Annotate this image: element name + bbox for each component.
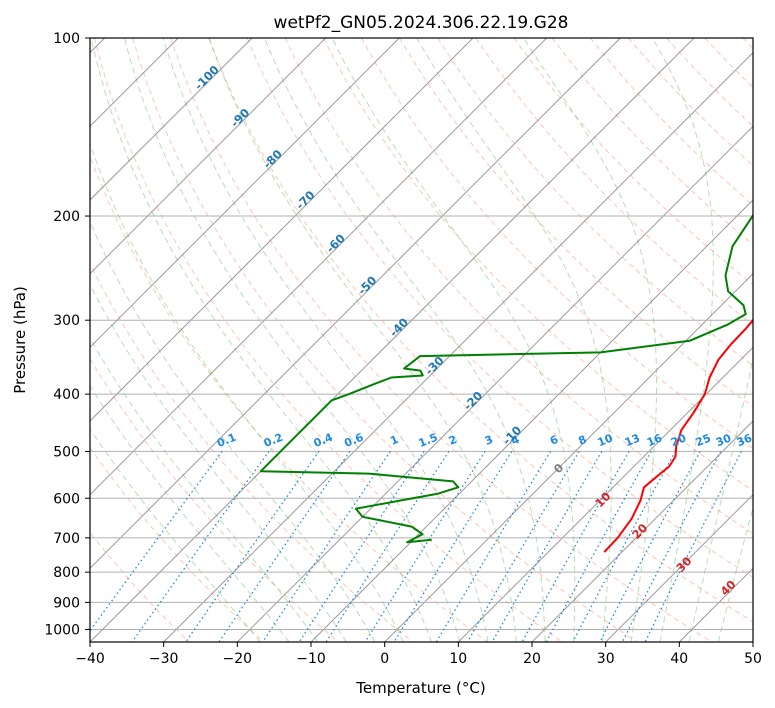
moist-adiabat-line bbox=[123, 38, 461, 642]
mixing-ratio-label: 25 bbox=[694, 431, 713, 449]
moist-adiabat-line bbox=[90, 428, 261, 642]
moist-adiabat-line bbox=[90, 142, 404, 642]
isotherm-line bbox=[90, 38, 474, 422]
moist-adiabat-line bbox=[162, 38, 489, 642]
mixing-ratio-label: 36 bbox=[735, 431, 754, 449]
isotherm-line bbox=[384, 272, 753, 642]
mixing-ratio-label: 8 bbox=[577, 433, 589, 448]
y-tick-label: 300 bbox=[53, 313, 80, 329]
dry-adiabat-line bbox=[132, 38, 638, 642]
mixing-ratio-line bbox=[521, 451, 630, 642]
mixing-ratio-line bbox=[90, 451, 223, 632]
moist-adiabat-line bbox=[416, 38, 612, 642]
isotherm-line bbox=[90, 38, 327, 275]
mixing-ratio-line bbox=[491, 451, 603, 642]
isotherm-line bbox=[90, 38, 621, 570]
mixing-ratio-label: 3 bbox=[483, 433, 495, 448]
dry-adiabat-line bbox=[94, 38, 563, 642]
dry-adiabat-line bbox=[513, 38, 753, 286]
x-tick-label: 50 bbox=[744, 651, 762, 667]
dry-adiabat-line bbox=[90, 446, 264, 642]
x-tick-label: −20 bbox=[223, 651, 253, 667]
isotherm-line bbox=[236, 125, 753, 642]
y-tick-label: 900 bbox=[53, 595, 80, 611]
dry-adiabat-line bbox=[361, 38, 753, 450]
mixing-ratio-label: 10 bbox=[596, 431, 615, 449]
x-tick-label: −40 bbox=[75, 651, 105, 667]
moist-adiabat-line bbox=[263, 38, 546, 642]
moist-adiabat-line bbox=[90, 38, 432, 642]
mixing-ratio-line bbox=[621, 451, 722, 642]
isotherm-line bbox=[90, 38, 695, 642]
moist-adiabat-line bbox=[90, 220, 376, 642]
y-axis-label: Pressure (hPa) bbox=[11, 286, 29, 394]
y-tick-label: 700 bbox=[53, 531, 80, 547]
moist-adiabat-line bbox=[208, 38, 517, 642]
mixing-ratio-label: 30 bbox=[714, 431, 733, 449]
x-tick-label: 10 bbox=[449, 651, 467, 667]
mixing-ratio-line bbox=[262, 451, 391, 642]
dry-adiabat-line bbox=[90, 262, 414, 642]
moist-adiabat-line bbox=[651, 38, 714, 642]
chart-title: wetPf2_GN05.2024.306.22.19.G28 bbox=[274, 13, 569, 33]
x-tick-label: 0 bbox=[380, 651, 389, 667]
moist-adiabat-line bbox=[90, 384, 290, 642]
dry-adiabat-line bbox=[90, 531, 190, 642]
dry-adiabat-line bbox=[437, 38, 753, 367]
x-tick-label: −10 bbox=[296, 651, 326, 667]
isotherm-line bbox=[457, 346, 753, 642]
mixing-ratio-label: 16 bbox=[645, 431, 664, 449]
data-series bbox=[259, 213, 753, 553]
mixing-ratio-label: 2 bbox=[447, 433, 459, 448]
dry-adiabat-line bbox=[399, 38, 753, 408]
mixing-ratio-label: 13 bbox=[623, 431, 642, 449]
mixing-ratio-label: 1 bbox=[388, 433, 400, 448]
isotherm-line bbox=[90, 38, 548, 496]
plot-frame bbox=[89, 37, 754, 643]
dewpoint-line bbox=[259, 213, 753, 544]
isotherm-line bbox=[531, 420, 753, 642]
x-tick-label: 40 bbox=[670, 651, 688, 667]
moist-adiabat-line bbox=[688, 356, 753, 642]
x-tick-label: −30 bbox=[149, 651, 179, 667]
x-tick-label: 20 bbox=[523, 651, 541, 667]
y-tick-label: 200 bbox=[53, 209, 80, 225]
mixing-ratio-line bbox=[572, 451, 677, 642]
dry-adiabat-line bbox=[208, 38, 753, 623]
mixing-ratio-line bbox=[644, 451, 743, 642]
y-tick-label: 1000 bbox=[44, 623, 80, 639]
moist-adiabat-line bbox=[522, 38, 658, 642]
y-tick-label: 500 bbox=[53, 444, 80, 460]
x-axis-label: Temperature (°C) bbox=[355, 679, 485, 697]
dry-adiabat-line bbox=[628, 38, 753, 167]
moist-adiabat-line bbox=[717, 506, 753, 642]
isotherm-line bbox=[163, 51, 753, 642]
mixing-ratio-line bbox=[599, 451, 701, 642]
y-tick-label: 100 bbox=[53, 31, 80, 47]
isotherm-line bbox=[90, 38, 253, 201]
temperature-line bbox=[603, 318, 753, 553]
mixing-ratio-line bbox=[545, 451, 652, 642]
mixing-ratio-line bbox=[325, 451, 450, 642]
y-tick-label: 400 bbox=[53, 387, 80, 403]
mixing-ratio-line bbox=[435, 451, 552, 642]
mixing-ratio-label: 20 bbox=[669, 431, 688, 449]
y-tick-label: 800 bbox=[53, 565, 80, 581]
axes: −40 −30 −20 −10 0 10 20 30 40 50 100 200 300 400 500 60… bbox=[44, 31, 762, 667]
y-tick-label: 600 bbox=[53, 491, 80, 507]
isotherm-line bbox=[90, 38, 400, 349]
dry-adiabat-line bbox=[170, 38, 712, 642]
mixing-ratio-line bbox=[218, 451, 351, 642]
dry-adiabat-line bbox=[589, 38, 753, 206]
isotherm-line bbox=[605, 493, 753, 642]
background-lines bbox=[90, 38, 753, 642]
dry-adiabat-line bbox=[475, 38, 753, 326]
mixing-ratio-line bbox=[466, 451, 580, 642]
dry-adiabat-line bbox=[246, 38, 753, 578]
moist-adiabat-line bbox=[90, 283, 347, 642]
x-tick-label: 30 bbox=[597, 651, 615, 667]
moist-adiabat-line bbox=[90, 337, 319, 642]
